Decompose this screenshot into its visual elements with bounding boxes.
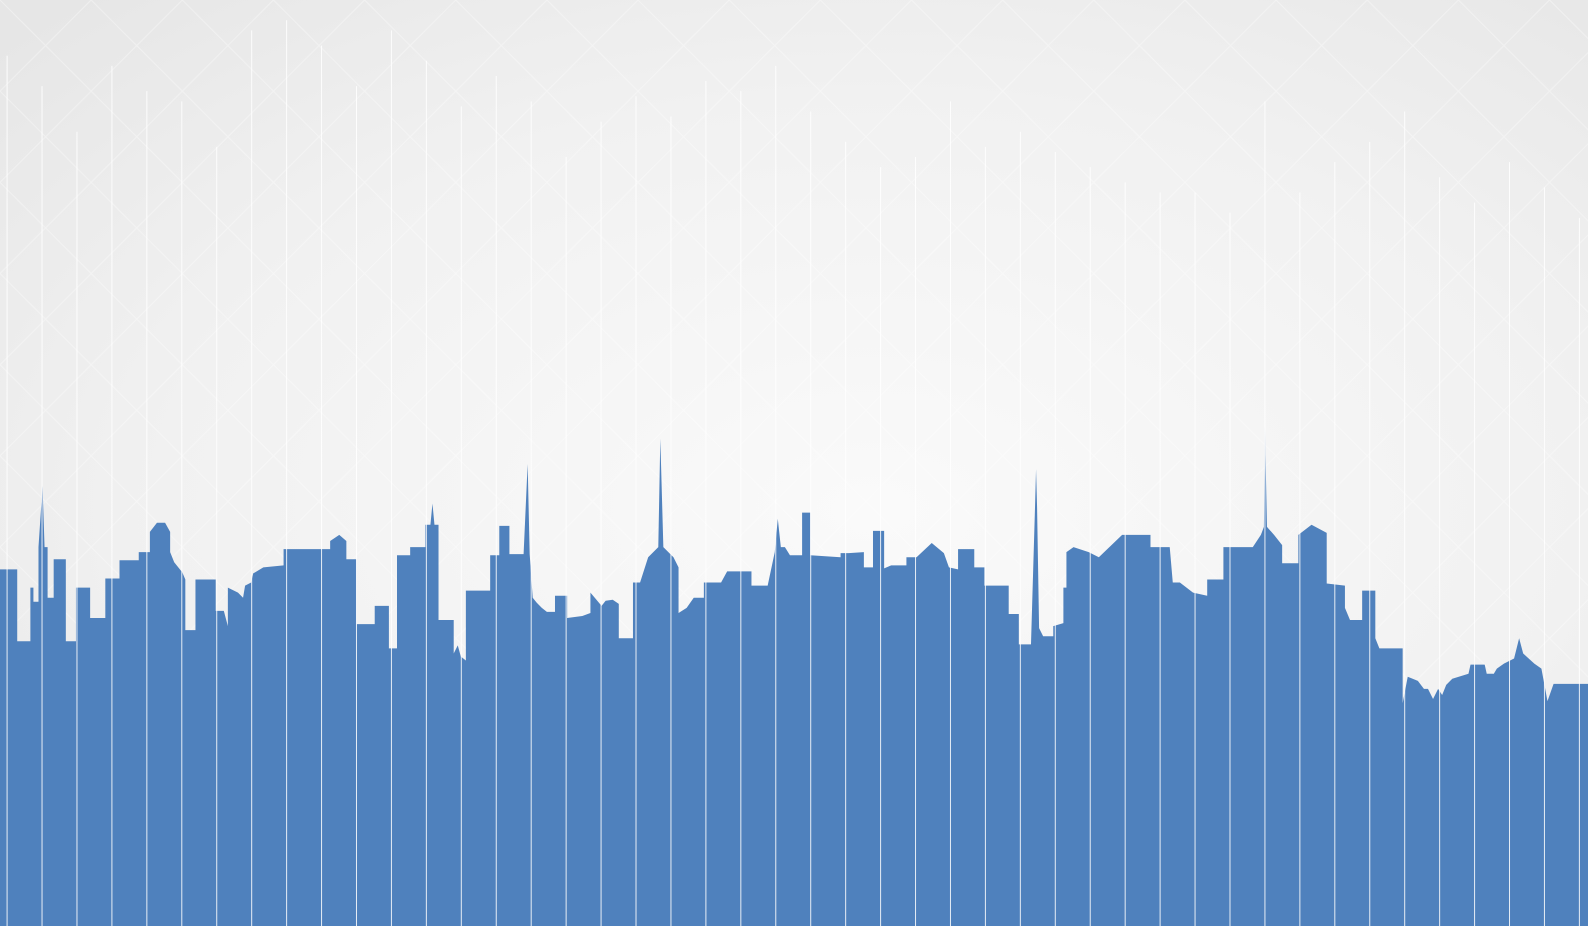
skyline-illustration [0, 0, 1588, 926]
page: (() => { JSON.parse(document.getElementB… [0, 0, 1588, 926]
